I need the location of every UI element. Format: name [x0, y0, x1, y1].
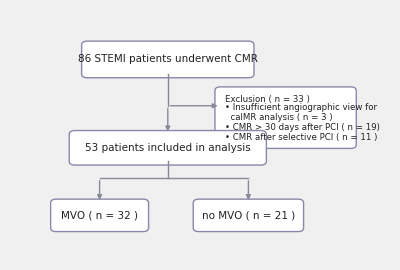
FancyBboxPatch shape — [69, 130, 266, 165]
FancyBboxPatch shape — [193, 199, 304, 232]
Text: • CMR > 30 days after PCI ( n = 19): • CMR > 30 days after PCI ( n = 19) — [224, 123, 380, 132]
Text: calMR analysis ( n = 3 ): calMR analysis ( n = 3 ) — [224, 113, 332, 122]
FancyBboxPatch shape — [82, 41, 254, 78]
Text: 86 STEMI patients underwent CMR: 86 STEMI patients underwent CMR — [78, 55, 258, 65]
FancyBboxPatch shape — [51, 199, 148, 232]
Text: 53 patients included in analysis: 53 patients included in analysis — [85, 143, 251, 153]
Text: • Insufficient angiographic view for: • Insufficient angiographic view for — [224, 103, 376, 112]
Text: Exclusion ( n = 33 ): Exclusion ( n = 33 ) — [224, 95, 310, 104]
Text: MVO ( n = 32 ): MVO ( n = 32 ) — [61, 210, 138, 220]
FancyBboxPatch shape — [215, 87, 356, 148]
Text: • CMR after selective PCI ( n = 11 ): • CMR after selective PCI ( n = 11 ) — [224, 133, 377, 142]
Text: no MVO ( n = 21 ): no MVO ( n = 21 ) — [202, 210, 295, 220]
